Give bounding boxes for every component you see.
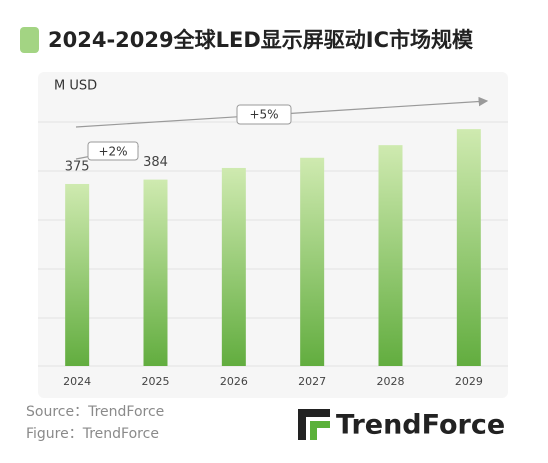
bar [65,183,90,366]
x-tick-label: 2026 [220,375,248,388]
bar [221,167,246,366]
annotation: +2% [98,145,127,159]
source: Source：TrendForce [26,404,164,420]
logo-icon [298,409,330,440]
x-tick-label: 2027 [298,375,326,388]
title-icon [20,27,39,53]
x-tick-label: 2029 [455,375,483,388]
logo-text: TrendForce [336,410,505,441]
figure-credit: Figure：TrendForce [26,426,159,442]
bar [456,129,481,366]
annotation-box [87,141,139,161]
data-label: 375 [65,159,90,174]
annotation-box [236,104,292,125]
bar [300,157,325,366]
x-tick-label: 2025 [142,375,170,388]
chart-title: 2024-2029全球LED显示屏驱动IC市场规模 [48,28,474,52]
x-tick-label: 2024 [63,375,91,388]
y-axis-label: M USD [54,79,97,94]
x-tick-label: 2028 [377,375,405,388]
data-label: 384 [143,155,168,170]
bar [143,179,168,366]
annotation: +5% [249,108,278,122]
bar [378,145,403,366]
